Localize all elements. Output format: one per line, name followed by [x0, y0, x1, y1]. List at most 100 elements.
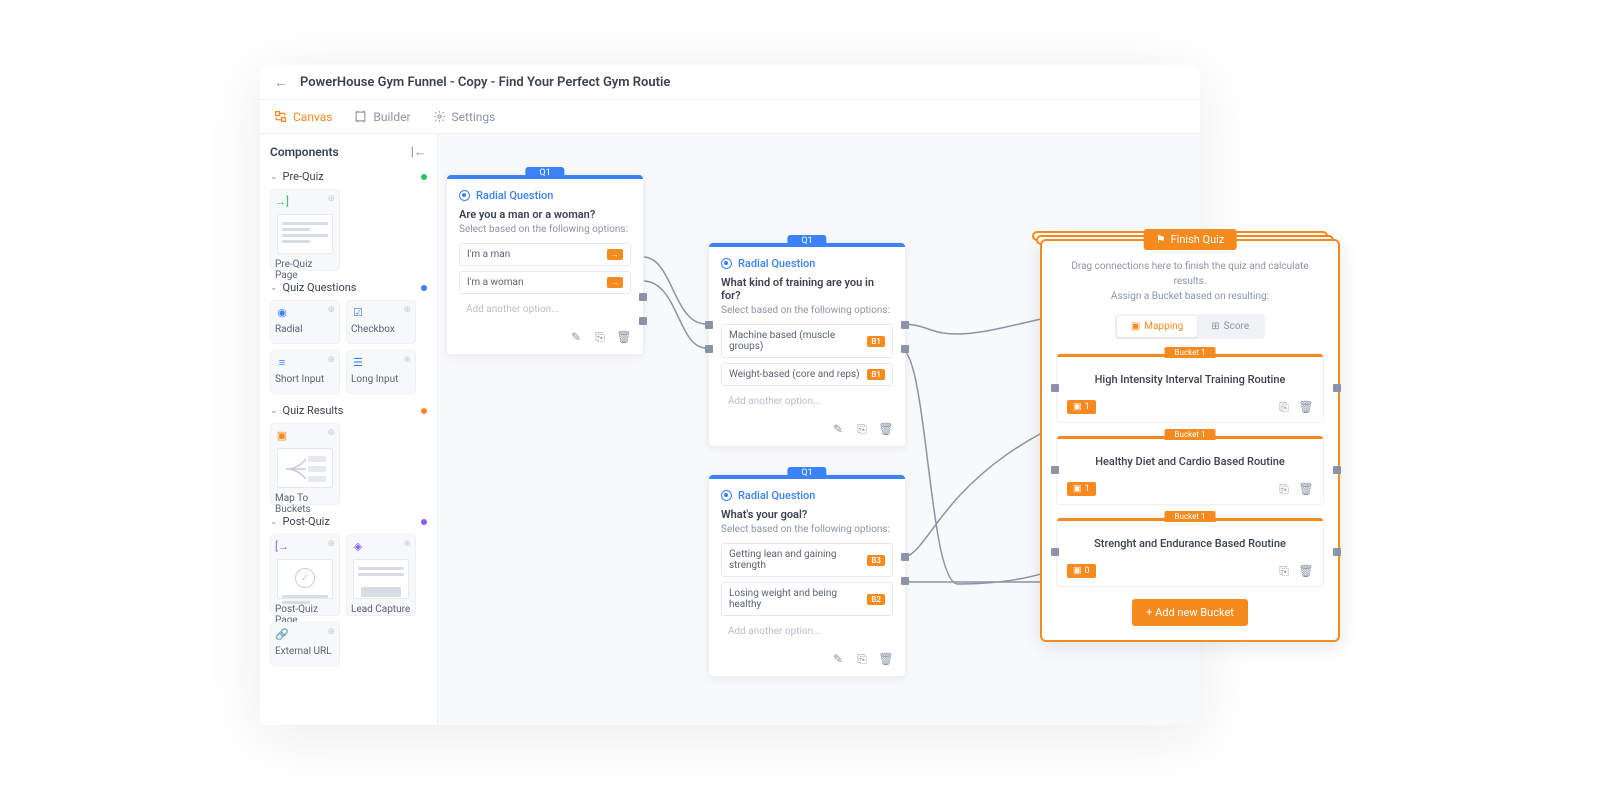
port-out[interactable]: [901, 577, 909, 585]
bucket-count: ▣ 1: [1067, 482, 1096, 496]
status-dot: [421, 174, 427, 180]
port-in[interactable]: [705, 345, 713, 353]
comp-short-input[interactable]: ⊕ ≡ Short Input: [270, 350, 340, 394]
section-prequiz[interactable]: ⌄Pre-Quiz: [270, 170, 427, 183]
comp-long-input[interactable]: ⊕ ☰ Long Input: [346, 350, 416, 394]
port-out[interactable]: [639, 293, 647, 301]
finish-panel: ⚑ Finish Quiz Drag connections here to f…: [1040, 239, 1340, 642]
bucket[interactable]: Bucket 1 Strenght and Endurance Based Ro…: [1056, 517, 1324, 587]
node-question: Are you a man or a woman?: [459, 208, 631, 221]
copy-icon[interactable]: ⎘: [1277, 564, 1291, 578]
back-arrow-icon[interactable]: ←: [274, 74, 288, 91]
tab-builder[interactable]: Builder: [354, 110, 410, 124]
section-questions[interactable]: ⌄Quiz Questions: [270, 281, 427, 294]
comp-map-buckets[interactable]: ⊕ ▣ Map To Buckets: [270, 423, 340, 505]
node-tab: Q1: [525, 167, 564, 179]
port-out[interactable]: [901, 321, 909, 329]
preview-thumb: ✓: [277, 559, 333, 599]
app-frame: ← PowerHouse Gym Funnel - Copy - Find Yo…: [260, 65, 1200, 725]
copy-icon[interactable]: ⎘: [593, 330, 607, 344]
node-q2[interactable]: Q1 Radial Question What kind of training…: [708, 242, 906, 447]
node-question: What's your goal?: [721, 508, 893, 521]
radial-icon: [459, 190, 470, 201]
tab-label: Canvas: [293, 110, 332, 124]
status-dot: [421, 408, 427, 414]
bucket-title: Healthy Diet and Cardio Based Routine: [1057, 439, 1323, 482]
trash-icon[interactable]: 🗑: [617, 330, 631, 344]
node-option[interactable]: Losing weight and being healthyB2: [721, 582, 893, 616]
tab-label: Settings: [452, 110, 496, 124]
node-type: Radial Question: [459, 189, 631, 202]
node-q1[interactable]: Q1 Radial Question Are you a man or a wo…: [446, 174, 644, 355]
toggle-mapping[interactable]: ▣Mapping: [1117, 316, 1197, 337]
comp-lead-capture[interactable]: ⊕ ◈ Lead Capture: [346, 534, 416, 616]
canvas[interactable]: Q1 Radial Question Are you a man or a wo…: [438, 134, 1200, 725]
edit-icon[interactable]: ✎: [831, 422, 845, 436]
drag-handle-icon: ⊕: [327, 539, 335, 549]
toggle-score[interactable]: ⊞Score: [1197, 316, 1263, 337]
bucket[interactable]: Bucket 1 High Intensity Interval Trainin…: [1056, 353, 1324, 423]
port-in[interactable]: [1051, 466, 1059, 474]
node-subtitle: Select based on the following options:: [459, 224, 631, 235]
finish-title-tab: ⚑ Finish Quiz: [1144, 229, 1237, 250]
node-option[interactable]: Machine based (muscle groups)B1: [721, 324, 893, 358]
edit-icon[interactable]: ✎: [569, 330, 583, 344]
copy-icon[interactable]: ⎘: [1277, 400, 1291, 414]
add-option[interactable]: Add another option...: [721, 621, 893, 642]
add-bucket-button[interactable]: + Add new Bucket: [1132, 599, 1248, 626]
sidebar-header: Components |←: [270, 144, 427, 160]
node-option[interactable]: Weight-based (core and reps)B1: [721, 363, 893, 386]
preview-thumb: [353, 559, 409, 599]
trash-icon[interactable]: 🗑: [1299, 564, 1313, 578]
port-out[interactable]: [1333, 548, 1341, 556]
trash-icon[interactable]: 🗑: [1299, 482, 1313, 496]
edit-icon[interactable]: ✎: [831, 652, 845, 666]
bucket[interactable]: Bucket 1 Healthy Diet and Cardio Based R…: [1056, 435, 1324, 505]
port-out[interactable]: [1333, 384, 1341, 392]
drag-handle-icon: ⊕: [403, 305, 411, 315]
node-subtitle: Select based on the following options:: [721, 524, 893, 535]
copy-icon[interactable]: ⎘: [855, 652, 869, 666]
port-in[interactable]: [1051, 384, 1059, 392]
builder-icon: [354, 110, 367, 123]
collapse-icon[interactable]: |←: [411, 144, 427, 160]
node-option[interactable]: I'm a woman→: [459, 271, 631, 294]
port-in[interactable]: [1051, 548, 1059, 556]
port-in[interactable]: [705, 321, 713, 329]
port-out[interactable]: [901, 345, 909, 353]
comp-label: Long Input: [351, 374, 411, 385]
comp-radial[interactable]: ⊕ ◉ Radial: [270, 300, 340, 344]
node-option[interactable]: I'm a man→: [459, 243, 631, 266]
add-option[interactable]: Add another option...: [459, 299, 631, 320]
copy-icon[interactable]: ⎘: [855, 422, 869, 436]
gear-icon: [433, 110, 446, 123]
node-type: Radial Question: [721, 489, 893, 502]
drag-handle-icon: ⊕: [327, 627, 335, 637]
comp-postquiz-page[interactable]: ⊕ [→ ✓ Post-Quiz Page: [270, 534, 340, 616]
trash-icon[interactable]: 🗑: [879, 422, 893, 436]
node-q3[interactable]: Q1 Radial Question What's your goal? Sel…: [708, 474, 906, 677]
comp-prequiz-page[interactable]: ⊕ →] Pre-Quiz Page: [270, 189, 340, 271]
bucket-title: Strenght and Endurance Based Routine: [1057, 521, 1323, 564]
folder-icon: ▣: [275, 428, 289, 442]
comp-external-url[interactable]: ⊕ 🔗 External URL: [270, 622, 340, 666]
trash-icon[interactable]: 🗑: [1299, 400, 1313, 414]
preview-thumb: [277, 214, 333, 254]
port-out[interactable]: [639, 317, 647, 325]
tab-canvas[interactable]: Canvas: [274, 110, 332, 124]
finish-desc: Drag connections here to finish the quiz…: [1042, 241, 1338, 314]
preview-thumb: [277, 448, 333, 488]
node-tab: Q1: [787, 235, 826, 247]
copy-icon[interactable]: ⎘: [1277, 482, 1291, 496]
tab-settings[interactable]: Settings: [433, 110, 496, 124]
drag-handle-icon: ⊕: [403, 355, 411, 365]
comp-checkbox[interactable]: ⊕ ☑ Checkbox: [346, 300, 416, 344]
node-option[interactable]: Getting lean and gaining strengthB3: [721, 543, 893, 577]
section-results[interactable]: ⌄Quiz Results: [270, 404, 427, 417]
port-out[interactable]: [1333, 466, 1341, 474]
port-out[interactable]: [901, 553, 909, 561]
add-option[interactable]: Add another option...: [721, 391, 893, 412]
section-postquiz[interactable]: ⌄Post-Quiz: [270, 515, 427, 528]
status-dot: [421, 519, 427, 525]
trash-icon[interactable]: 🗑: [879, 652, 893, 666]
